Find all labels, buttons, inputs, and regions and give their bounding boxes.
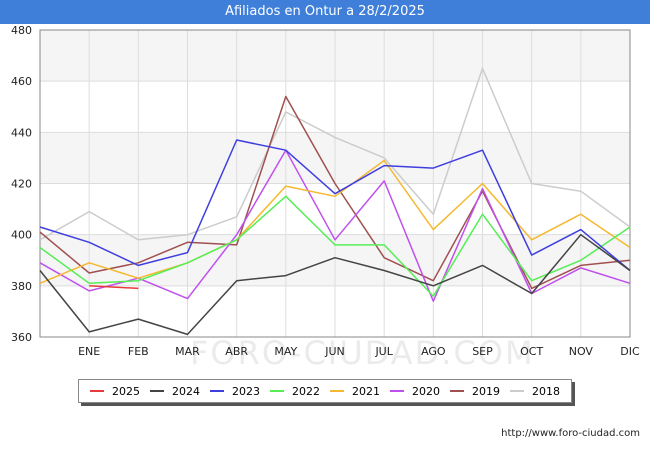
y-tick-label: 460: [11, 75, 32, 88]
legend-swatch: [90, 390, 104, 392]
legend-label: 2021: [352, 384, 380, 398]
x-tick-label: ABR: [225, 345, 248, 358]
legend-label: 2020: [412, 384, 440, 398]
x-tick-label: ENE: [78, 345, 100, 358]
x-tick-label: FEB: [128, 345, 149, 358]
x-tick-label: AGO: [421, 345, 446, 358]
legend-swatch: [150, 390, 164, 392]
legend-label: 2023: [232, 384, 260, 398]
y-tick-label: 480: [11, 24, 32, 37]
y-tick-label: 420: [11, 178, 32, 191]
series-line-2025: [89, 285, 139, 290]
legend-label: 2024: [172, 384, 200, 398]
series-line-2023: [39, 139, 631, 272]
y-tick-label: 360: [11, 331, 32, 344]
legend-swatch: [390, 390, 404, 392]
axes: [39, 29, 631, 338]
legend-item-2025: 2025: [90, 385, 140, 398]
plot-frame: [39, 29, 631, 338]
x-tick-label: OCT: [520, 345, 543, 358]
legend-item-2018: 2018: [510, 385, 560, 398]
y-tick-label: 380: [11, 280, 32, 293]
x-tick-label: MAR: [175, 345, 200, 358]
series-line-2022: [39, 195, 631, 297]
series-line-2024: [39, 233, 631, 336]
x-tick-label: MAY: [274, 345, 297, 358]
legend-item-2020: 2020: [390, 385, 440, 398]
series-line-2021: [39, 159, 631, 284]
legend-swatch: [450, 390, 464, 392]
legend-label: 2018: [532, 384, 560, 398]
chart-title: Afiliados en Ontur a 28/2/2025: [0, 0, 650, 24]
y-tick-labels: 360 380 400 420 440 460 480: [11, 24, 32, 344]
legend-swatch: [270, 390, 284, 392]
legend: 2025 2024 2023 2022 2021 2020 2019 2018: [78, 379, 572, 403]
legend-item-2024: 2024: [150, 385, 200, 398]
legend-item-2019: 2019: [450, 385, 500, 398]
series-line-2019: [39, 95, 631, 290]
legend-item-2022: 2022: [270, 385, 320, 398]
x-tick-label: JUN: [324, 345, 345, 358]
y-tick-label: 400: [11, 229, 32, 242]
legend-swatch: [330, 390, 344, 392]
legend-item-2021: 2021: [330, 385, 380, 398]
series-lines: [39, 67, 631, 336]
x-tick-label: SEP: [472, 345, 493, 358]
legend-swatch: [510, 390, 524, 392]
legend-swatch: [210, 390, 224, 392]
source-link[interactable]: http://www.foro-ciudad.com: [501, 428, 640, 439]
legend-label: 2025: [112, 384, 140, 398]
legend-label: 2019: [472, 384, 500, 398]
x-tick-label: DIC: [620, 345, 640, 358]
x-tick-label: NOV: [569, 345, 594, 358]
legend-item-2023: 2023: [210, 385, 260, 398]
series-line-2018: [39, 67, 631, 241]
x-tick-label: JUL: [374, 345, 393, 358]
legend-label: 2022: [292, 384, 320, 398]
x-tick-labels: ENE FEB MAR ABR MAY JUN JUL AGO SEP OCT NOV DIC: [78, 345, 640, 358]
y-tick-label: 440: [11, 126, 32, 139]
